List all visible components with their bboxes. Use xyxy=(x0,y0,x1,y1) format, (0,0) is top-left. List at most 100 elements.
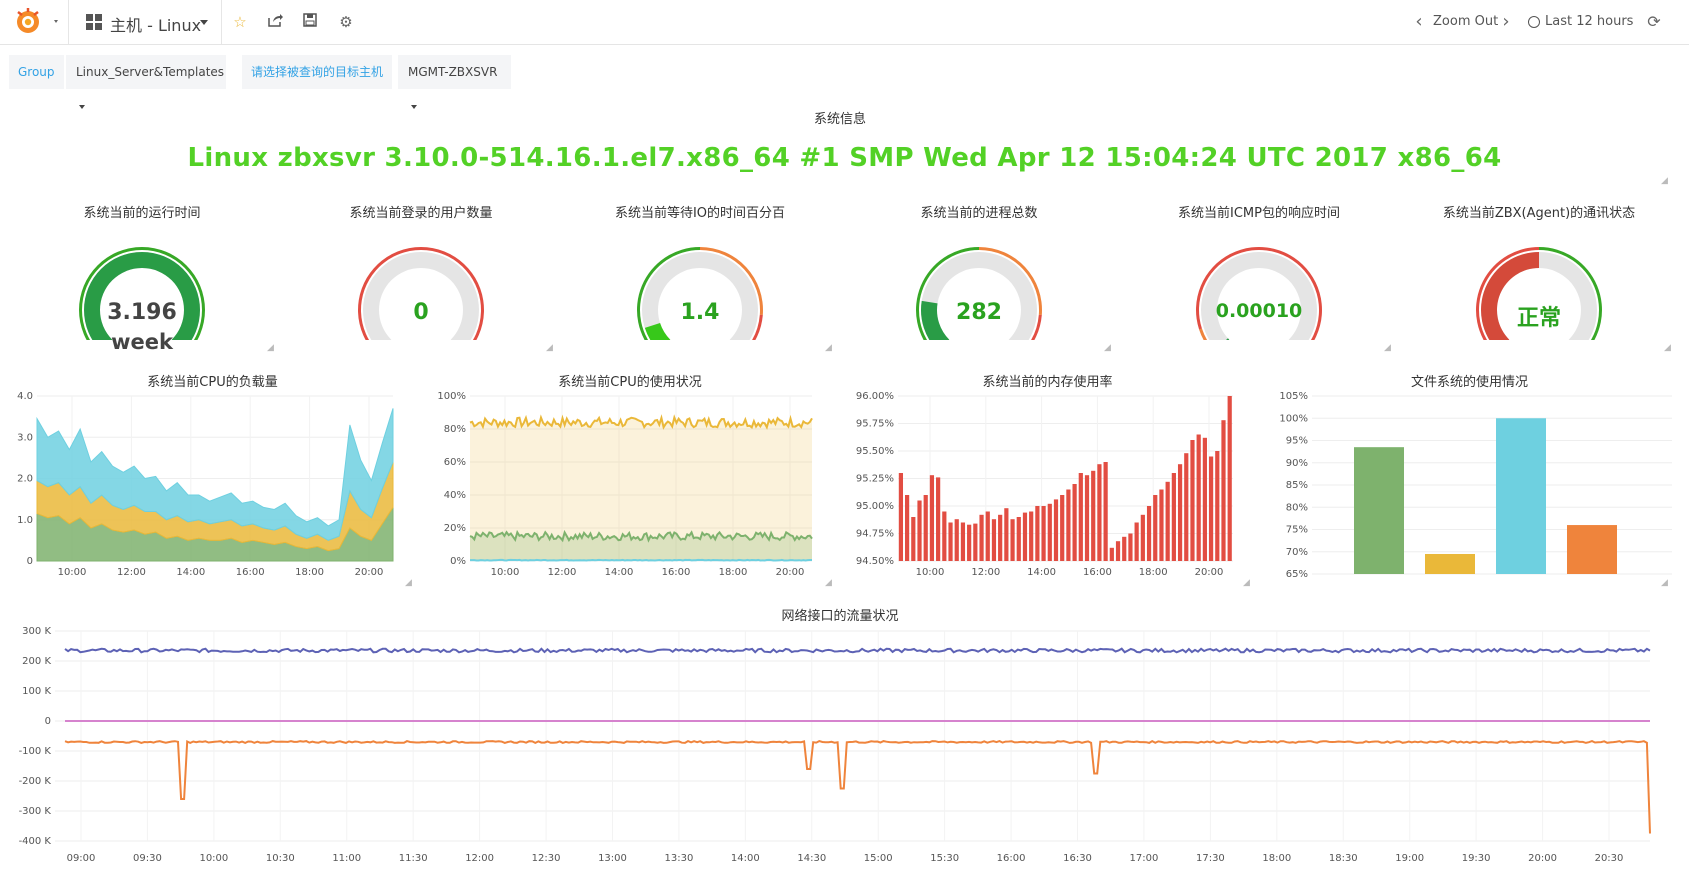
share-icon[interactable] xyxy=(265,12,285,32)
memory-bar xyxy=(1066,489,1071,561)
gauge-track xyxy=(363,251,479,340)
x-tick-label: 20:00 xyxy=(1195,567,1224,578)
cpu-usage-chart: 0% 20% 40% 60% 80% 100% 10:00 12:00 14:00 16:00 18… xyxy=(437,391,813,578)
memory-bar xyxy=(998,514,1003,561)
x-tick-label: 14:00 xyxy=(176,567,205,578)
var-host-select[interactable]: MGMT-ZBXSVR xyxy=(398,55,511,109)
memory-bar xyxy=(1078,473,1083,561)
gauge-track xyxy=(642,251,758,340)
y-tick-label: 1.0 xyxy=(17,515,33,526)
y-tick-label: 75% xyxy=(1286,525,1308,536)
gauge-title[interactable]: 系统当前的运行时间 xyxy=(83,206,201,221)
resize-handle-icon[interactable]: ◢ xyxy=(267,343,274,353)
panel-title[interactable]: 系统当前的内存使用率 xyxy=(982,375,1113,390)
star-icon[interactable]: ☆ xyxy=(233,13,247,31)
chevron-left-icon[interactable]: ‹ xyxy=(1415,11,1423,32)
x-tick-label: 18:00 xyxy=(719,567,748,578)
memory-bar xyxy=(1177,464,1183,561)
resize-handle-icon[interactable]: ◢ xyxy=(1104,343,1111,353)
resize-handle-icon[interactable]: ◢ xyxy=(1384,343,1391,353)
memory-bar xyxy=(1060,495,1065,561)
filesystem-bar xyxy=(1567,525,1617,574)
y-tick-label: 3.0 xyxy=(17,432,33,443)
gauge-fill xyxy=(1226,338,1230,340)
memory-bar xyxy=(1091,470,1096,561)
var-group-label: Group xyxy=(9,55,64,89)
memory-bar xyxy=(936,477,941,561)
memory-bar xyxy=(1072,484,1077,561)
gauge-track xyxy=(921,251,1037,340)
panel-title[interactable]: 系统当前CPU的负载量 xyxy=(147,375,278,390)
gauge-track xyxy=(1201,251,1317,340)
panel-title[interactable]: 系统信息 xyxy=(813,112,866,127)
y-tick-label: -300 K xyxy=(19,806,52,817)
dashboard-picker[interactable]: 主机 - Linux xyxy=(86,0,216,44)
resize-handle-icon[interactable]: ◢ xyxy=(1664,343,1671,353)
resize-handle-icon[interactable]: ◢ xyxy=(1661,578,1668,588)
memory-bar xyxy=(960,522,966,561)
y-tick-label: 80% xyxy=(1286,502,1308,513)
series-line xyxy=(469,558,813,562)
var-group-select[interactable]: Linux_Server&Templates xyxy=(66,55,226,109)
x-tick-label: 16:30 xyxy=(1063,853,1092,864)
y-tick-label: -200 K xyxy=(19,776,52,787)
y-tick-label: 90% xyxy=(1286,458,1308,469)
sysinfo-text: Linux zbxsvr 3.10.0-514.16.1.el7.x86_64 … xyxy=(187,143,1502,173)
x-tick-label: 16:00 xyxy=(236,567,265,578)
x-tick-label: 11:00 xyxy=(332,853,361,864)
panel-title[interactable]: 系统当前CPU的使用状况 xyxy=(558,375,702,390)
y-tick-label: 95% xyxy=(1286,436,1308,447)
memory-bar xyxy=(979,514,984,561)
zoom-out-button[interactable]: Zoom Out xyxy=(1433,14,1499,29)
save-icon[interactable] xyxy=(300,12,320,32)
memory-bar xyxy=(911,517,916,561)
panel-title[interactable]: 文件系统的使用情况 xyxy=(1410,375,1528,390)
gear-icon[interactable]: ⚙ xyxy=(339,13,353,31)
memory-bar xyxy=(1165,481,1170,561)
memory-bar xyxy=(991,519,997,561)
gauge-title[interactable]: 系统当前ZBX(Agent)的通讯状态 xyxy=(1442,206,1636,221)
memory-bar xyxy=(1227,396,1232,561)
gauge-fill xyxy=(1481,252,1539,340)
time-range-picker[interactable]: Last 12 hours xyxy=(1528,14,1633,34)
gauge-title[interactable]: 系统当前的进程总数 xyxy=(920,206,1038,221)
refresh-icon[interactable]: ⟳ xyxy=(1647,12,1661,31)
y-tick-label: 95.75% xyxy=(856,419,894,430)
resize-handle-icon[interactable]: ◢ xyxy=(825,343,832,353)
x-tick-label: 12:00 xyxy=(548,567,577,578)
memory-bar xyxy=(1022,512,1028,561)
x-tick-label: 18:30 xyxy=(1329,853,1358,864)
gauge-value: 282 xyxy=(956,300,1002,325)
memory-bar xyxy=(1029,511,1034,561)
memory-bar xyxy=(1140,514,1145,561)
filesystem-bar xyxy=(1425,553,1475,574)
gauge-dial xyxy=(1476,247,1602,340)
resize-handle-icon[interactable]: ◢ xyxy=(546,343,553,353)
gauge-title[interactable]: 系统当前登录的用户数量 xyxy=(349,206,493,221)
filesystem-bar xyxy=(1354,447,1404,574)
gauge-fill xyxy=(644,322,671,340)
memory-bar xyxy=(917,500,922,561)
gauge-value: 3.196 xyxy=(107,300,177,325)
y-tick-label: 105% xyxy=(1279,391,1308,402)
resize-handle-icon[interactable]: ◢ xyxy=(1243,578,1250,588)
time-range-label: Last 12 hours xyxy=(1545,14,1634,29)
x-tick-label: 10:30 xyxy=(266,853,295,864)
memory-bar xyxy=(1103,462,1108,561)
resize-handle-icon[interactable]: ◢ xyxy=(405,578,412,588)
memory-bar xyxy=(1035,506,1040,561)
chevron-right-icon[interactable]: › xyxy=(1502,11,1510,32)
memory-bar xyxy=(1041,506,1046,561)
resize-handle-icon[interactable]: ◢ xyxy=(825,578,832,588)
resize-handle-icon[interactable]: ◢ xyxy=(1661,176,1668,186)
panel-title[interactable]: 网络接口的流量状况 xyxy=(781,609,899,624)
gauge-title[interactable]: 系统当前等待IO的时间百分百 xyxy=(614,206,786,221)
x-tick-label: 18:00 xyxy=(1139,567,1168,578)
gauge-title[interactable]: 系统当前ICMP包的响应时间 xyxy=(1178,206,1340,221)
gauge-dial xyxy=(916,247,1042,340)
grafana-logo-icon[interactable] xyxy=(10,6,62,38)
x-tick-label: 20:00 xyxy=(355,567,384,578)
memory-bar xyxy=(1097,464,1102,561)
gauge-threshold-arc xyxy=(1199,328,1208,340)
gauge-value: 正常 xyxy=(1516,306,1561,331)
